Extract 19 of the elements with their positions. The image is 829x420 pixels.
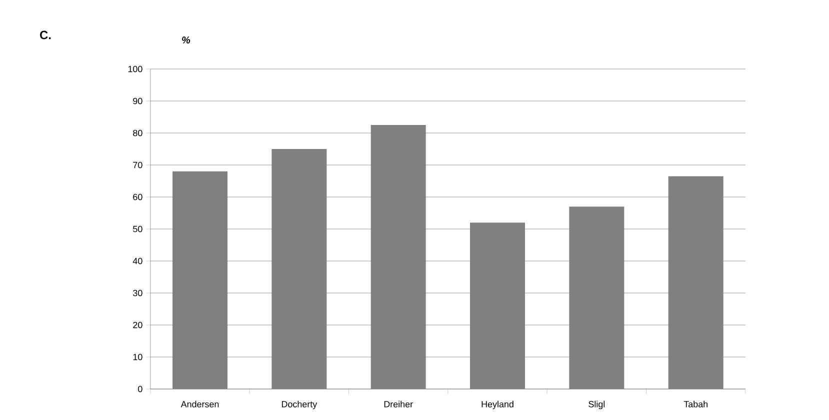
y-tick-label: 20 — [133, 322, 142, 328]
y-tick-label: 50 — [133, 226, 142, 232]
x-tick-label: Sligl — [588, 400, 605, 410]
y-axis-title: % — [182, 36, 190, 44]
x-tick-label: Dreiher — [384, 400, 413, 408]
text: C. — [40, 30, 51, 40]
y-tick-label: 70 — [133, 162, 142, 168]
y-tick-label: 90 — [133, 98, 142, 104]
y-tick-label: 40 — [132, 258, 142, 264]
y-tick-label: 30 — [133, 290, 142, 296]
x-tick-label: Docherty — [282, 400, 318, 410]
x-tick-label: Heyland — [482, 400, 514, 410]
y-tick-label: 100 — [128, 66, 142, 72]
x-tick-label: Andersen — [180, 400, 219, 408]
x-tick-label: Tabah — [684, 400, 708, 408]
y-tick-label: 60 — [133, 194, 142, 200]
y-tick-label: 80 — [133, 130, 142, 136]
y-tick-label: 10 — [133, 354, 142, 360]
y-tick-label: 0 — [138, 386, 142, 392]
